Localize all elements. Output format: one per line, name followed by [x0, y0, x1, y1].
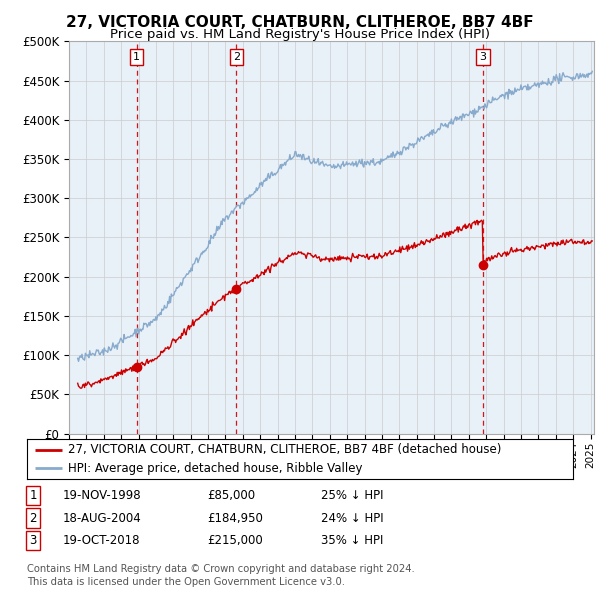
Text: 3: 3	[29, 534, 37, 547]
Text: HPI: Average price, detached house, Ribble Valley: HPI: Average price, detached house, Ribb…	[68, 462, 362, 475]
Text: 19-NOV-1998: 19-NOV-1998	[63, 489, 142, 502]
Text: 35% ↓ HPI: 35% ↓ HPI	[321, 534, 383, 547]
Text: 27, VICTORIA COURT, CHATBURN, CLITHEROE, BB7 4BF (detached house): 27, VICTORIA COURT, CHATBURN, CLITHEROE,…	[68, 443, 502, 456]
Text: 3: 3	[479, 52, 486, 62]
Text: 19-OCT-2018: 19-OCT-2018	[63, 534, 140, 547]
Text: £85,000: £85,000	[207, 489, 255, 502]
Text: Price paid vs. HM Land Registry's House Price Index (HPI): Price paid vs. HM Land Registry's House …	[110, 28, 490, 41]
Text: 18-AUG-2004: 18-AUG-2004	[63, 512, 142, 525]
Text: Contains HM Land Registry data © Crown copyright and database right 2024.
This d: Contains HM Land Registry data © Crown c…	[27, 564, 415, 587]
Text: £184,950: £184,950	[207, 512, 263, 525]
Text: 1: 1	[29, 489, 37, 502]
Text: 24% ↓ HPI: 24% ↓ HPI	[321, 512, 383, 525]
Text: 2: 2	[29, 512, 37, 525]
Text: 25% ↓ HPI: 25% ↓ HPI	[321, 489, 383, 502]
Text: 27, VICTORIA COURT, CHATBURN, CLITHEROE, BB7 4BF: 27, VICTORIA COURT, CHATBURN, CLITHEROE,…	[66, 15, 534, 30]
Text: 1: 1	[133, 52, 140, 62]
Text: 2: 2	[233, 52, 240, 62]
Text: £215,000: £215,000	[207, 534, 263, 547]
